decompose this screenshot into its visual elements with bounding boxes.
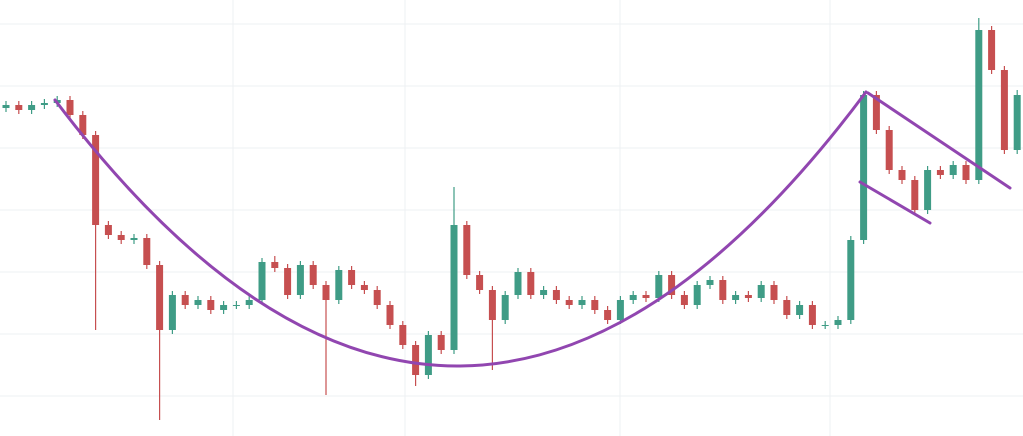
candle-body <box>335 270 343 300</box>
candles <box>2 18 1021 420</box>
candle-body <box>220 305 228 310</box>
candle-body <box>450 225 458 350</box>
candle-body <box>770 285 778 300</box>
candle-body <box>156 265 164 330</box>
candle-body <box>693 285 701 305</box>
candle-body <box>911 180 919 210</box>
candle-body <box>15 105 23 110</box>
candle-body <box>437 335 445 350</box>
candle-body <box>949 165 957 175</box>
candle-body <box>924 170 932 210</box>
candle-body <box>488 290 496 320</box>
candle-body <box>719 280 727 300</box>
handle-lower-line <box>858 180 932 225</box>
candle-body <box>232 305 240 306</box>
candle-body <box>309 265 317 285</box>
candle-body <box>629 295 637 300</box>
candle-body <box>540 290 548 295</box>
cup-curve <box>53 90 868 368</box>
candle-body <box>117 235 125 240</box>
candle-body <box>898 170 906 180</box>
candle-body <box>860 95 868 240</box>
candle-body <box>399 325 407 345</box>
candle-body <box>732 295 740 300</box>
candle-body <box>28 105 36 110</box>
candle-body <box>872 95 880 130</box>
candle-body <box>1013 95 1021 150</box>
candle-body <box>130 238 138 240</box>
candle-body <box>936 170 944 175</box>
candle-body <box>79 115 87 135</box>
candle-body <box>143 238 151 265</box>
candle-body <box>463 225 471 275</box>
candle-body <box>744 295 752 298</box>
candle-body <box>808 305 816 325</box>
candle-body <box>296 265 304 295</box>
candle-body <box>796 305 804 315</box>
candle-body <box>412 345 420 375</box>
candle-body <box>501 295 509 320</box>
candle-body <box>284 268 292 295</box>
candle-body <box>66 100 74 115</box>
candle-body <box>591 300 599 310</box>
handle-upper-line <box>866 91 1012 190</box>
candle-body <box>616 300 624 320</box>
candle-body <box>962 165 970 180</box>
candle-body <box>988 30 996 70</box>
candle-body <box>271 262 279 268</box>
candle-body <box>348 270 356 285</box>
candle-body <box>565 300 573 305</box>
candle-body <box>40 103 48 105</box>
candle-body <box>258 262 266 300</box>
candle-body <box>783 300 791 315</box>
candle-body <box>476 275 484 290</box>
pattern-drawings <box>53 90 1012 368</box>
candle-body <box>1000 70 1008 150</box>
candle-body <box>975 30 983 180</box>
candle-body <box>424 335 432 375</box>
candle-body <box>847 240 855 320</box>
candle-body <box>104 225 112 235</box>
candle-body <box>834 320 842 325</box>
candle-body <box>245 300 253 305</box>
candle-body <box>706 280 714 285</box>
candle-body <box>322 285 330 300</box>
candle-body <box>181 295 189 305</box>
candle-body <box>386 305 394 325</box>
candle-body <box>373 290 381 305</box>
candle-body <box>642 295 650 298</box>
candle-body <box>655 275 663 298</box>
candle-body <box>885 130 893 170</box>
candle-body <box>604 310 612 320</box>
candle-body <box>821 325 829 326</box>
candle-body <box>194 300 202 305</box>
candle-body <box>668 275 676 295</box>
candle-body <box>2 105 10 108</box>
candle-body <box>92 135 100 225</box>
candle-body <box>207 300 215 310</box>
candle-body <box>514 272 522 295</box>
candle-body <box>527 272 535 295</box>
candle-body <box>168 295 176 330</box>
candle-body <box>757 285 765 298</box>
candle-body <box>360 285 368 290</box>
candle-body <box>680 295 688 305</box>
candle-body <box>552 290 560 300</box>
candle-body <box>578 300 586 305</box>
